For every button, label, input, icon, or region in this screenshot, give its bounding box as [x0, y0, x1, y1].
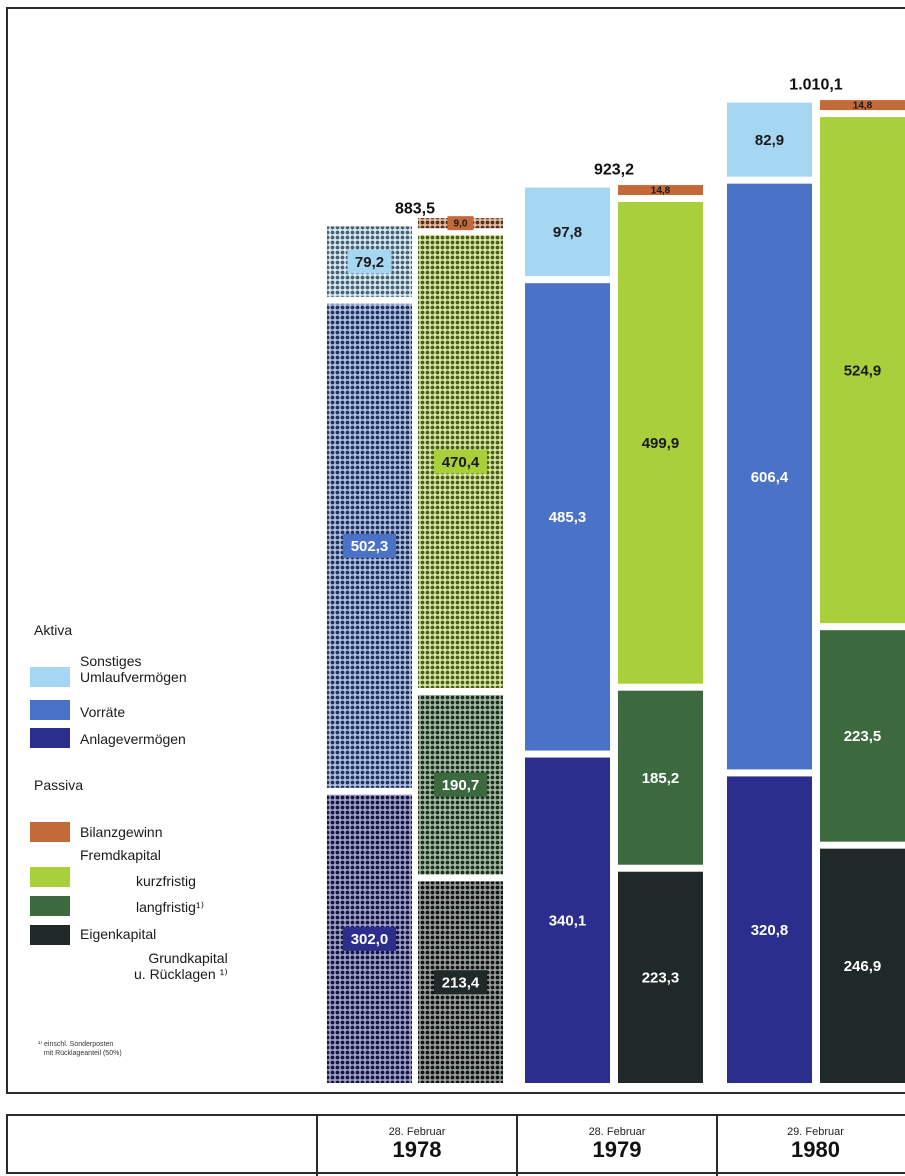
total-label-1979: 923,2 — [594, 162, 634, 179]
value-label-aktiva-1979-vorräte: 485,3 — [549, 509, 587, 526]
value-label-passiva-1980-bilanzgewinn: 14,8 — [853, 101, 873, 112]
value-label-aktiva-1980-anlagevermögen: 320,8 — [751, 922, 789, 939]
value-label-aktiva-1980-vorräte: 606,4 — [751, 469, 789, 486]
value-label-passiva-1978-kurzfristig: 470,4 — [442, 454, 480, 471]
value-label-passiva-1980-langfristig: 223,5 — [844, 728, 882, 745]
legend-label-langfristig: langfristig¹⁾ — [136, 899, 205, 915]
bar-passiva-1979-grundkapital-u-rücklagen — [618, 871, 703, 1083]
bar-passiva-1979-bilanzgewinn — [618, 185, 703, 196]
label-bg-passiva-1978-bilanzgewinn — [447, 216, 474, 231]
balance-sheet-chart: 302,0 502,3 79,2 213,4 190,7 470,4 9,0 883,5 340… — [327, 77, 905, 1083]
value-label-passiva-1978-bilanzgewinn: 9,0 — [454, 219, 468, 230]
footer-col-1979: 28. Februar 1979 — [516, 1116, 716, 1176]
value-label-passiva-1979-grundkapital-u-rücklagen: 223,3 — [642, 970, 680, 987]
bar-aktiva-1980-anlagevermögen — [727, 776, 812, 1083]
legend-label-umlauf: Sonstiges Umlaufvermögen — [80, 653, 187, 685]
bar-passiva-1980-kurzfristig — [820, 117, 905, 624]
bar-passiva-1979-kurzfristig — [618, 202, 703, 684]
label-bg-passiva-1978-kurzfristig — [434, 449, 487, 474]
legend-label-fremdkapital: Fremdkapital — [80, 847, 161, 863]
footer-year-1980: 1980 — [791, 1137, 840, 1162]
footer-col-1980: 29. Februar 1980 — [716, 1116, 905, 1176]
footer-col-1978: 28. Februar 1978 — [316, 1116, 516, 1176]
label-bg-passiva-1978-langfristig — [434, 772, 487, 797]
label-bg-aktiva-1978-sonstiges-umlaufvermögen — [347, 249, 392, 274]
legend-label-vorraete: Vorräte — [80, 704, 126, 720]
value-label-aktiva-1978-anlagevermögen: 302,0 — [351, 931, 389, 948]
legend-swatch-anlage — [30, 728, 70, 748]
bar-aktiva-1980-vorräte — [727, 183, 812, 770]
footer-date-1979: 28. Februar — [588, 1126, 646, 1138]
total-label-1980: 1.010,1 — [789, 77, 842, 94]
label-bg-aktiva-1978-vorräte — [343, 533, 396, 558]
legend-label-kurzfristig: kurzfristig — [136, 873, 196, 889]
value-label-passiva-1978-langfristig: 190,7 — [442, 777, 480, 794]
bar-passiva-1980-langfristig — [820, 630, 905, 842]
footer-year-1978: 1978 — [392, 1137, 442, 1162]
legend-label-eigenkapital: Eigenkapital — [80, 926, 157, 942]
legend-swatch-vorraete — [30, 700, 70, 720]
legend-label-bilanzgewinn: Bilanzgewinn — [80, 824, 163, 840]
label-bg-aktiva-1978-anlagevermögen — [343, 926, 396, 951]
value-label-aktiva-1980-sonstiges-umlaufvermögen: 82,9 — [755, 132, 784, 149]
value-label-passiva-1979-bilanzgewinn: 14,8 — [651, 186, 671, 197]
value-label-passiva-1979-langfristig: 185,2 — [642, 770, 680, 787]
value-label-aktiva-1978-sonstiges-umlaufvermögen: 79,2 — [355, 254, 384, 271]
bar-aktiva-1979-anlagevermögen — [525, 757, 610, 1083]
chart-frame — [6, 7, 905, 1094]
legend-swatch-kurzfristig — [30, 867, 70, 887]
label-bg-passiva-1978-grundkapital-u-rücklagen — [434, 970, 487, 995]
bar-passiva-1980-bilanzgewinn — [820, 100, 905, 111]
footer-date-1980: 29. Februar — [787, 1126, 844, 1138]
footer-year-1979: 1979 — [592, 1137, 642, 1162]
value-label-passiva-1980-kurzfristig: 524,9 — [844, 362, 882, 379]
legend-label-anlage: Anlagevermögen — [80, 731, 186, 747]
value-label-aktiva-1979-anlagevermögen: 340,1 — [549, 913, 587, 930]
legend-passiva-title: Passiva — [34, 777, 84, 793]
value-label-passiva-1980-grundkapital-u-rücklagen: 246,9 — [844, 958, 882, 975]
value-label-aktiva-1978-vorräte: 502,3 — [351, 538, 389, 555]
legend-aktiva-title: Aktiva — [34, 622, 73, 638]
footnote: ¹⁾ einschl. Sonderposten mit Rücklageant… — [38, 1041, 122, 1057]
legend-swatch-umlauf — [30, 667, 70, 687]
value-label-passiva-1979-kurzfristig: 499,9 — [642, 435, 680, 452]
value-label-aktiva-1979-sonstiges-umlaufvermögen: 97,8 — [553, 224, 582, 241]
date-footer: 28. Februar 1978 28. Februar 1979 29. Fe… — [6, 1114, 905, 1176]
footer-date-1978: 28. Februar — [388, 1126, 446, 1138]
legend-swatch-eigenkapital — [30, 925, 70, 945]
value-label-passiva-1978-grundkapital-u-rücklagen: 213,4 — [442, 974, 480, 991]
bar-passiva-1979-langfristig — [618, 690, 703, 865]
legend-label-grundkapital: Grundkapital u. Rücklagen ¹⁾ — [134, 950, 228, 982]
bar-aktiva-1980-sonstiges-umlaufvermögen — [727, 102, 812, 177]
bar-aktiva-1979-sonstiges-umlaufvermögen — [525, 187, 610, 277]
bar-aktiva-1979-vorräte — [525, 283, 610, 751]
legend-swatch-langfristig — [30, 896, 70, 916]
bar-passiva-1980-grundkapital-u-rücklagen — [820, 848, 905, 1083]
legend-swatch-bilanzgewinn — [30, 822, 70, 842]
total-label-1978: 883,5 — [395, 200, 435, 217]
